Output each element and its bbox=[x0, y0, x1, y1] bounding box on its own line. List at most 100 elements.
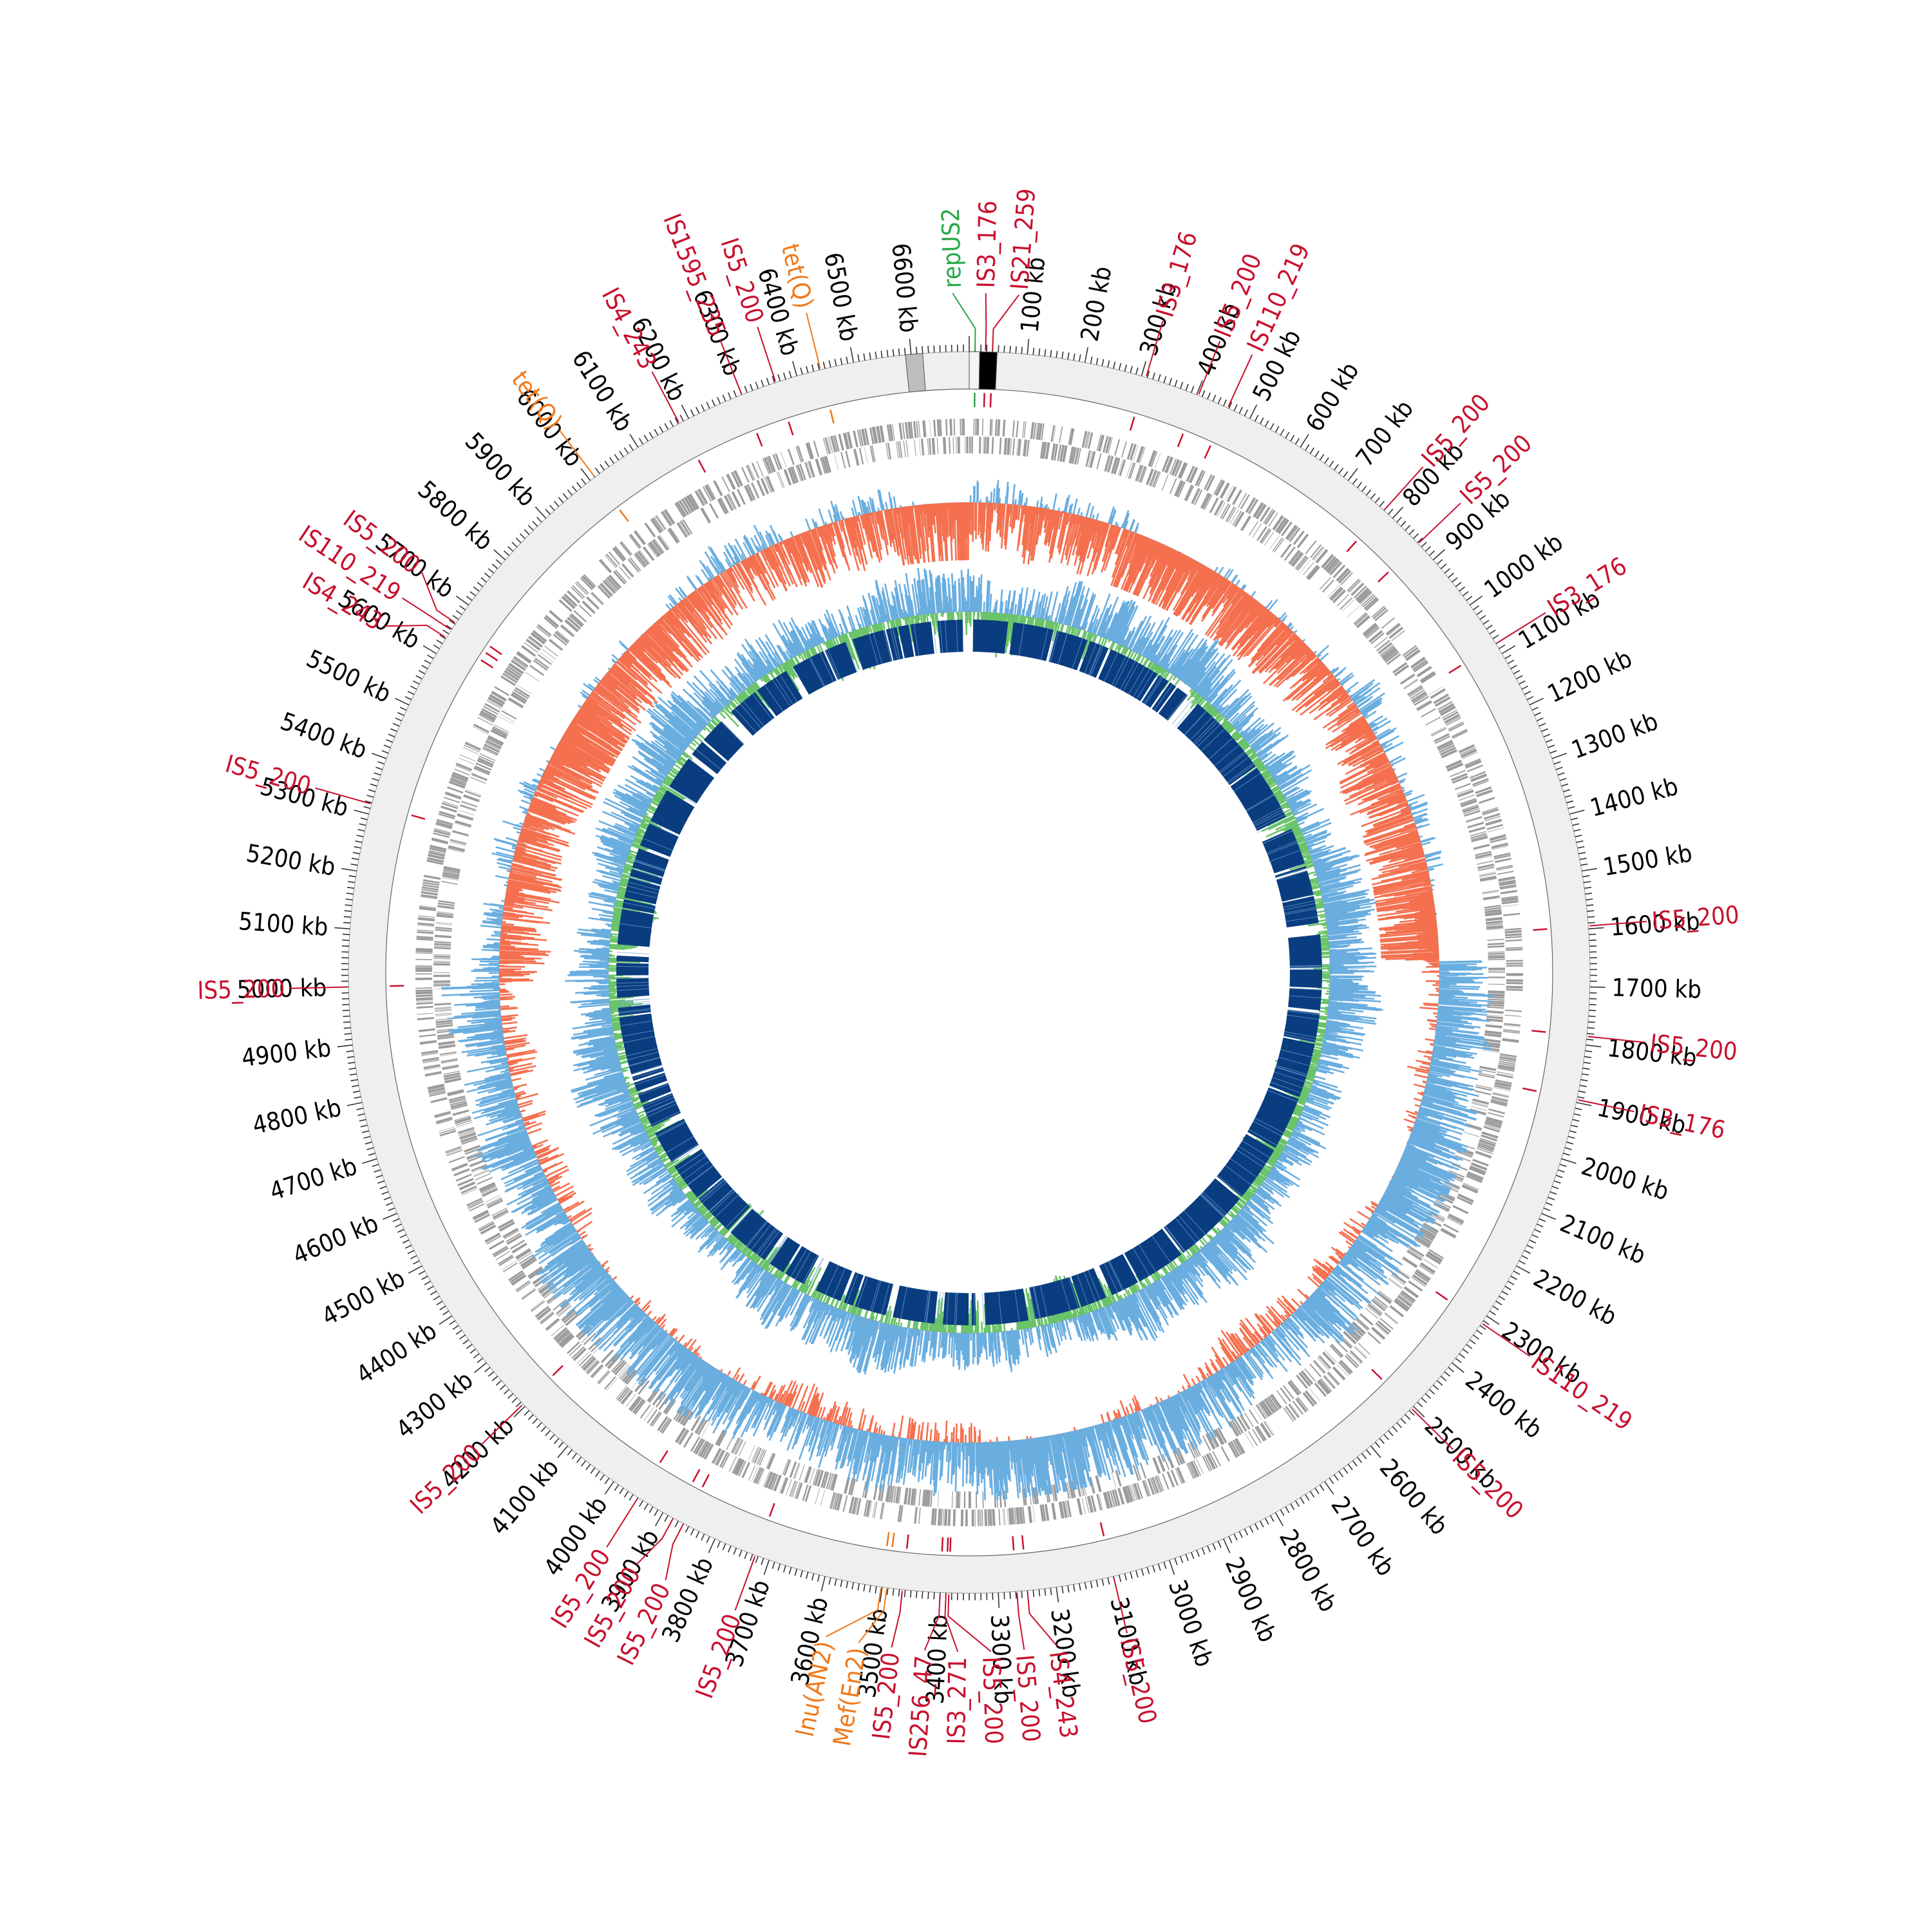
annotation-leader bbox=[1418, 502, 1461, 544]
annotation-leader bbox=[1587, 1036, 1645, 1043]
gc-content-negative bbox=[608, 611, 1331, 1334]
annotation-mark bbox=[1129, 416, 1135, 431]
annotation-mark bbox=[983, 393, 985, 408]
contig-ring bbox=[348, 351, 1591, 1594]
tick-label: 100 kb bbox=[1016, 256, 1051, 334]
scale-ticks bbox=[333, 336, 1605, 1608]
annotation-leader bbox=[480, 1405, 523, 1446]
annotation-leader bbox=[1016, 1593, 1025, 1650]
annotation-leader bbox=[826, 1588, 882, 1638]
annotation-mark bbox=[692, 1469, 701, 1482]
annotation-mark bbox=[489, 645, 502, 656]
annotation-label: repUS2 bbox=[936, 207, 967, 288]
annotation-label: IS5_200 bbox=[977, 1656, 1008, 1745]
gc-skew-track bbox=[441, 480, 1494, 1501]
annotation-leader bbox=[1146, 321, 1164, 377]
annotation-leader bbox=[1482, 1323, 1531, 1357]
homology-blocks bbox=[616, 620, 1322, 1325]
annotation-label: IS5_200 bbox=[1010, 1654, 1046, 1743]
tick-label: 5400 kb bbox=[277, 707, 371, 764]
tick-label: 4500 kb bbox=[317, 1264, 410, 1331]
annotation-leader bbox=[384, 624, 446, 638]
gc-content-baseline bbox=[608, 611, 1331, 1334]
tick-label: 1300 kb bbox=[1567, 707, 1662, 764]
annotation-mark bbox=[390, 985, 404, 987]
annotation-mark bbox=[1371, 1368, 1383, 1380]
annotation-leader bbox=[757, 327, 776, 382]
annotation-leader bbox=[290, 986, 348, 989]
tick-label: 5000 kb bbox=[236, 973, 327, 1003]
annotation-mark bbox=[756, 433, 763, 447]
annotation-label: IS5_200 bbox=[1115, 1635, 1162, 1727]
annotation-label: IS3_176 bbox=[972, 200, 1002, 289]
annotation-mark bbox=[946, 1537, 949, 1552]
annotation-label: IS5_200 bbox=[404, 1438, 487, 1519]
annotation-label: IS1595_235 bbox=[658, 210, 732, 341]
tick-label: 2100 kb bbox=[1556, 1209, 1650, 1270]
annotation-mark bbox=[1204, 445, 1211, 459]
annotation-mark bbox=[1448, 665, 1462, 674]
tick-label: 6100 kb bbox=[567, 345, 639, 436]
annotation-mark bbox=[1522, 1087, 1537, 1092]
annotation-mark bbox=[411, 814, 426, 820]
tick-label: 5800 kb bbox=[412, 475, 498, 556]
annotation-mark bbox=[891, 1533, 895, 1548]
annotation-label: IS5_200 bbox=[1651, 900, 1740, 935]
annotation-leader bbox=[734, 1556, 756, 1611]
tick-label: 5900 kb bbox=[459, 427, 541, 512]
tick-label: 3300 kb bbox=[985, 1614, 1018, 1705]
tick-label: 3400 kb bbox=[921, 1614, 953, 1705]
tick-label: 6500 kb bbox=[819, 250, 863, 343]
annotation-mark bbox=[1099, 1522, 1105, 1537]
annotation-mark bbox=[1346, 540, 1358, 553]
gc-content-positive bbox=[565, 567, 1383, 1375]
tick-label: 1200 kb bbox=[1543, 644, 1636, 708]
annotation-mark bbox=[1378, 571, 1389, 583]
annotation-label: IS3_176 bbox=[1151, 229, 1203, 321]
tick-label: 3000 kb bbox=[1163, 1577, 1219, 1671]
tick-label: 1500 kb bbox=[1601, 838, 1694, 881]
annotation-leader bbox=[806, 312, 821, 369]
annotation-leader bbox=[992, 294, 1019, 351]
annotation-leader bbox=[421, 570, 455, 623]
annotation-mark bbox=[905, 1534, 909, 1549]
tick-label: 2600 kb bbox=[1374, 1454, 1454, 1540]
annotation-mark bbox=[768, 1502, 775, 1517]
homology-mismatch-lines bbox=[616, 620, 1323, 1325]
annotation-leader bbox=[315, 787, 371, 804]
annotation-leader bbox=[559, 430, 595, 477]
annotation-leader bbox=[1496, 612, 1546, 644]
annotation-leader bbox=[402, 597, 451, 630]
annotation-leader bbox=[1113, 1577, 1128, 1634]
homology-track bbox=[616, 620, 1323, 1325]
annotation-mark bbox=[1177, 433, 1184, 448]
annotation-leader bbox=[985, 293, 987, 351]
contig-block bbox=[905, 353, 926, 393]
annotation-marks-track bbox=[390, 393, 1548, 1552]
tick-marks bbox=[333, 336, 1605, 1608]
annotation-leader bbox=[1227, 354, 1253, 408]
tick-label: 1700 kb bbox=[1611, 973, 1701, 1003]
tick-label: 2900 kb bbox=[1220, 1553, 1282, 1646]
annotation-leader bbox=[651, 371, 679, 423]
gc-skew-baseline bbox=[498, 502, 1440, 1443]
annotation-leader bbox=[858, 1589, 887, 1643]
annotation-leader bbox=[947, 1594, 992, 1653]
tick-label: 5200 kb bbox=[244, 838, 337, 881]
tick-label: 4300 kb bbox=[391, 1365, 478, 1444]
annotation-leader bbox=[952, 292, 976, 351]
tick-label: 2800 kb bbox=[1274, 1524, 1343, 1616]
contig-block bbox=[969, 351, 980, 390]
annotation-leader bbox=[636, 1519, 674, 1566]
tick-label: 6600 kb bbox=[887, 242, 923, 334]
gc-content-track bbox=[565, 567, 1383, 1375]
annotation-leader bbox=[719, 340, 743, 394]
annotation-mark bbox=[552, 1365, 564, 1376]
annotation-leader bbox=[665, 1524, 684, 1580]
tick-label: 4900 kb bbox=[240, 1034, 333, 1072]
annotation-mark bbox=[941, 1537, 944, 1552]
annotation-mark bbox=[788, 421, 794, 436]
annotation-mark bbox=[989, 393, 992, 408]
annotation-leader bbox=[1578, 1099, 1634, 1113]
